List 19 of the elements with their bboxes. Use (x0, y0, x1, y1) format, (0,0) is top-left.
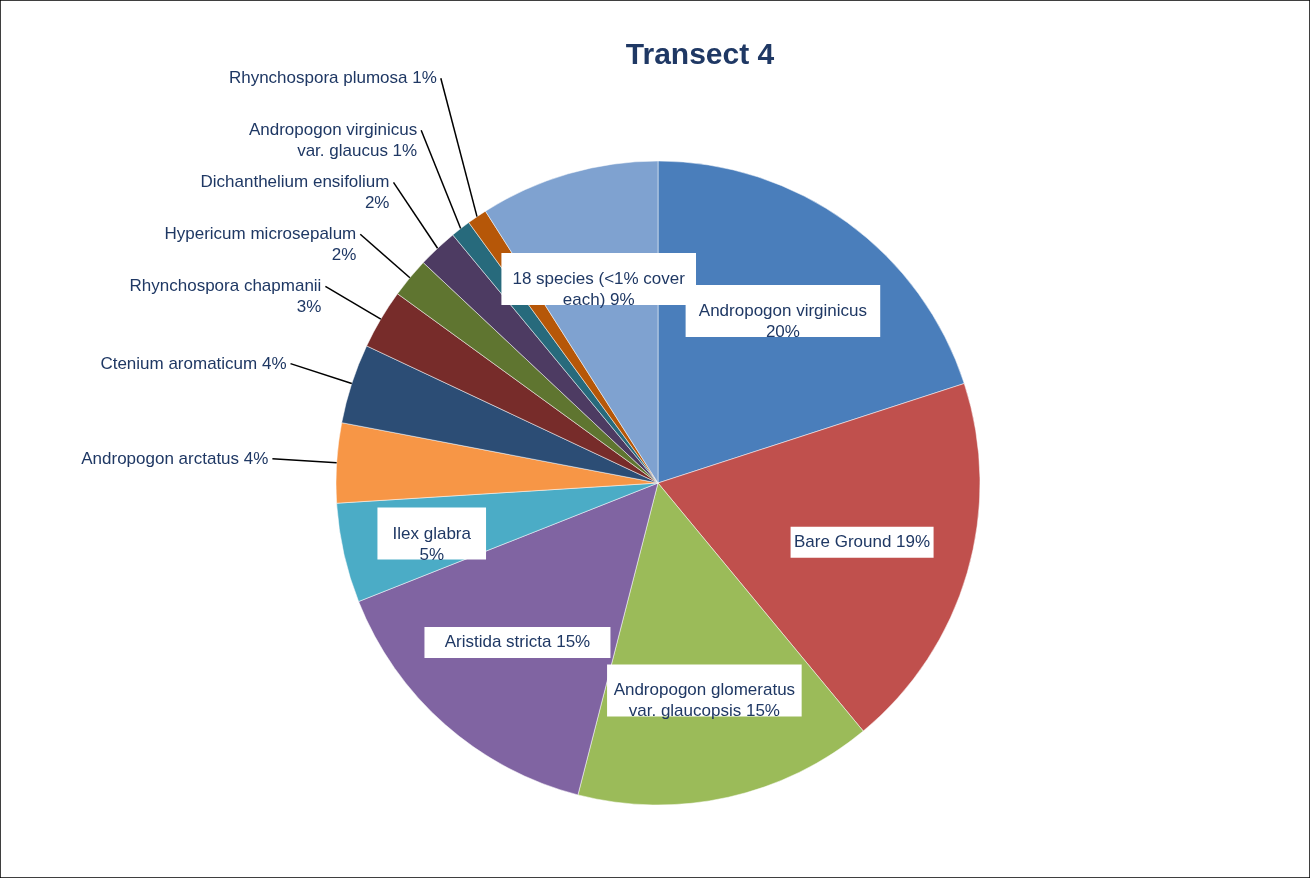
slice-label: Andropogon virginicus var. glaucus 1% (248, 120, 418, 161)
slice-label: Andropogon arctatus 4% (81, 448, 269, 468)
slice-label: Rhynchospora plumosa 1% (228, 68, 437, 88)
slice-label: Andropogon glomeratus var. glaucopsis 15% (613, 680, 796, 721)
data-label: 5% (419, 544, 445, 564)
data-label: 3% (296, 297, 322, 317)
slice-label: Andropogon virginicus (698, 301, 868, 321)
slice-label: Hypericum microsepalum (164, 224, 357, 244)
chart-title: Transect 4 (625, 37, 775, 70)
slice-label: Bare Ground 19% (794, 532, 931, 552)
slice-label: Rhynchospora chapmanii (129, 276, 322, 296)
data-label: 2% (364, 193, 390, 213)
slice-label: Aristida stricta 15% (444, 632, 591, 652)
data-label: 2% (331, 245, 357, 265)
slice-label: Ilex glabra (392, 523, 472, 543)
slice-label: Ctenium aromaticum 4% (100, 353, 287, 373)
slice-label: Dichanthelium ensifolium (200, 172, 390, 192)
data-label: 20% (765, 322, 800, 342)
slice-label: 18 species (<1% cover each) 9% (512, 268, 686, 309)
